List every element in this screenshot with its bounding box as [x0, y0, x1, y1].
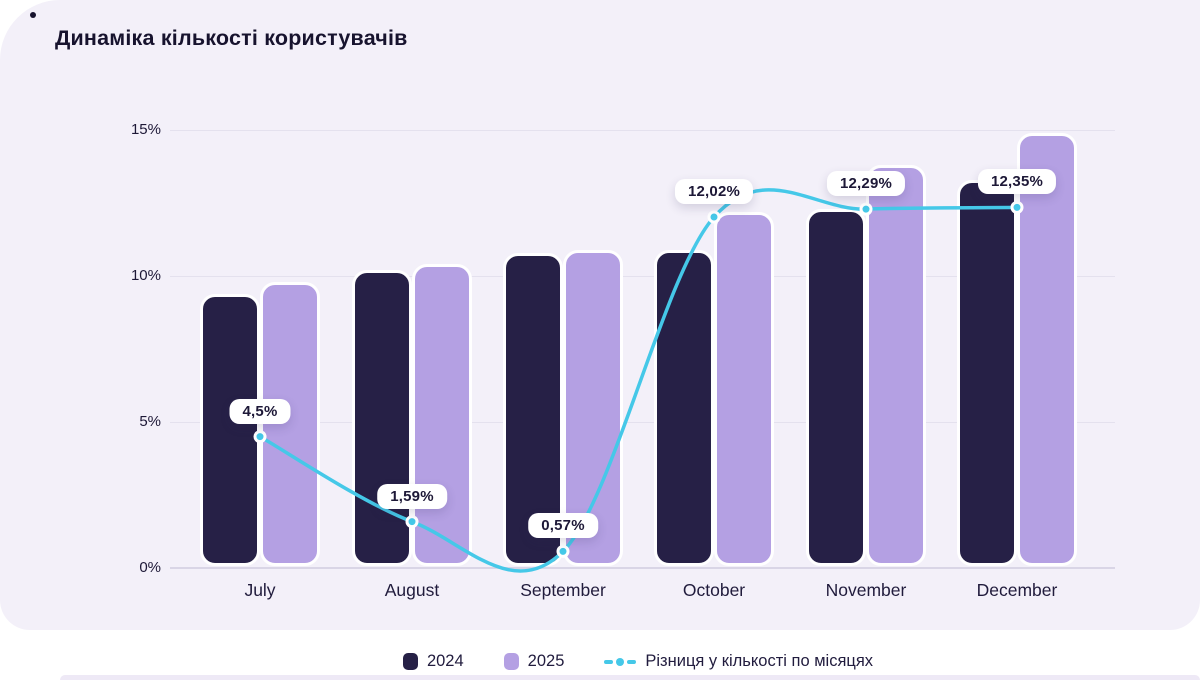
x-axis-label-september: September: [520, 580, 606, 600]
x-axis-label-october: October: [682, 580, 746, 600]
users-dynamics-chart: 0% 5% 10% 15% July August September October Nove…: [130, 121, 1115, 600]
gridline-15%: [170, 129, 1115, 131]
legend-item-difference[interactable]: Різниця у кількості по місяцях: [604, 652, 873, 671]
next-section-edge: [60, 675, 1200, 680]
trend-point-november[interactable]: [859, 202, 873, 216]
gridline-0%: [170, 567, 1115, 569]
trend-point-september[interactable]: [556, 544, 570, 558]
bar-2024-october[interactable]: [654, 249, 714, 566]
bar-2025-october[interactable]: [714, 211, 774, 566]
bar-2025-july[interactable]: [260, 281, 320, 566]
bar-2025-november[interactable]: [866, 165, 926, 566]
x-axis-label-august: August: [384, 580, 440, 600]
value-tooltip-november: 12,29%: [826, 171, 906, 197]
legend-swatch-2025: [503, 653, 519, 670]
value-tooltip-august: 1,59%: [377, 483, 447, 509]
title-bullet-icon: [30, 12, 36, 18]
chart-legend: 2024 2025 Різниця у кількості по місяцях: [38, 652, 1200, 671]
x-axis-label-july: July: [244, 580, 276, 600]
chart-card: Динаміка кількості користувачів 0% 5% 10% 1…: [0, 0, 1200, 630]
bar-2025-december[interactable]: [1017, 132, 1077, 566]
page-title: Динаміка кількості користувачів: [55, 26, 408, 50]
legend-item-2024[interactable]: 2024: [402, 652, 464, 671]
y-axis-tick-label: 10%: [130, 267, 161, 284]
bar-2024-november[interactable]: [806, 208, 866, 566]
y-axis-tick-label: 5%: [139, 413, 161, 430]
y-axis-tick-label: 0%: [139, 559, 161, 576]
legend-swatch-2024: [402, 653, 418, 670]
bar-2025-august[interactable]: [412, 264, 472, 566]
trend-point-august[interactable]: [405, 515, 419, 529]
x-axis-label-november: November: [825, 580, 907, 600]
trend-point-october[interactable]: [707, 210, 721, 224]
trend-point-july[interactable]: [253, 430, 267, 444]
value-tooltip-july: 4,5%: [229, 398, 291, 424]
legend-dashed-line-icon: [604, 657, 637, 666]
trend-point-december[interactable]: [1010, 200, 1024, 214]
bar-2024-august[interactable]: [352, 270, 412, 566]
legend-label-2024: 2024: [426, 652, 464, 670]
value-tooltip-december: 12,35%: [977, 169, 1057, 195]
legend-label-difference: Різниця у кількості по місяцях: [645, 652, 874, 670]
y-axis-tick-label: 15%: [130, 121, 161, 138]
x-axis-label-december: December: [976, 580, 1058, 600]
bar-2024-december[interactable]: [957, 179, 1017, 566]
value-tooltip-october: 12,02%: [674, 179, 754, 205]
legend-item-2025[interactable]: 2025: [503, 652, 565, 671]
bar-2024-july[interactable]: [200, 293, 260, 566]
value-tooltip-september: 0,57%: [528, 513, 598, 539]
legend-label-2025: 2025: [527, 652, 565, 670]
